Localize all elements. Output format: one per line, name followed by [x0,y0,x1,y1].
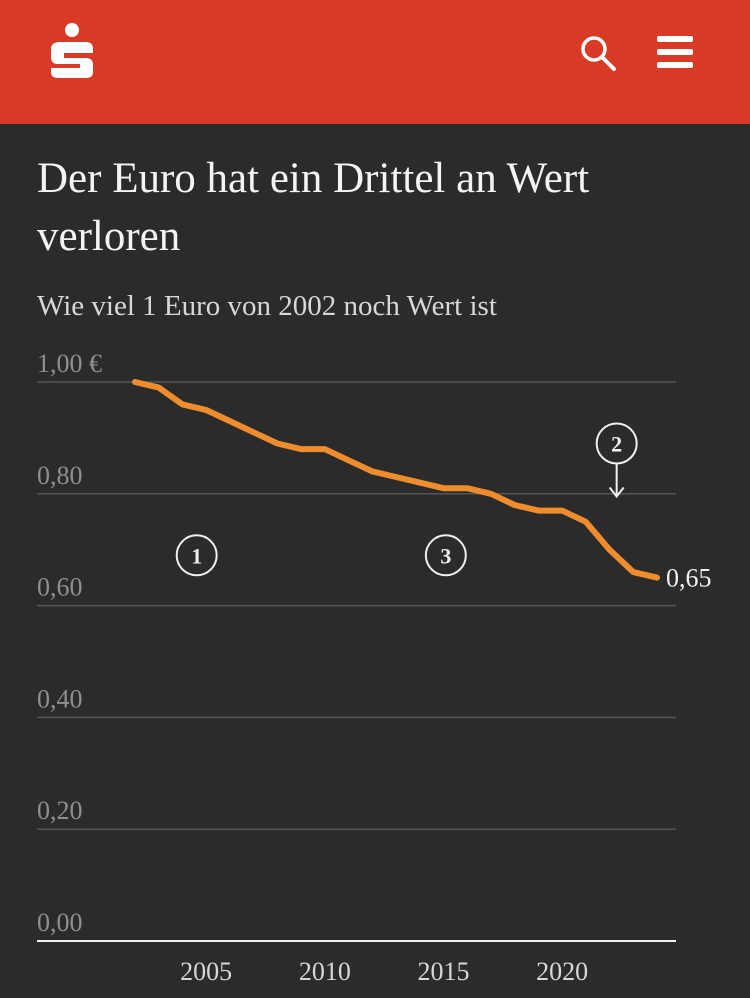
data-point [559,508,565,514]
y-tick-label: 0,60 [37,573,83,602]
data-point [583,519,589,525]
data-point [488,491,494,497]
top-navigation-bar [0,0,750,124]
annotation-number: 2 [611,431,622,456]
data-point [535,508,541,514]
y-tick-label: 0,20 [37,796,83,825]
data-point [369,468,375,474]
chart-title: Der Euro hat ein Drittel an Wert verlore… [37,155,590,260]
y-tick-label: 0,00 [37,908,83,937]
chart-subtitle: Wie viel 1 Euro von 2002 noch Wert ist [37,290,497,322]
data-point [393,474,399,480]
data-point [346,457,352,463]
data-point [298,446,304,452]
sparkasse-s-logo[interactable] [50,22,94,78]
series-line [132,379,660,581]
annotation-arrow-head [608,486,625,499]
line-chart: 1,00 € 0,80 0,60 0,40 0,20 0,00 2005 2010 2015 2… [37,349,712,986]
x-tick-label: 2005 [180,957,232,986]
data-point [654,575,660,581]
annotation-number: 1 [191,543,202,568]
y-tick-label: 0,40 [37,684,83,713]
data-point [251,429,257,435]
x-tick-label: 2020 [536,957,588,986]
annotation-number: 3 [440,543,451,568]
data-point [630,569,636,575]
data-point [464,485,470,491]
annotation-marker[interactable]: 3 [424,534,467,577]
x-tick-label: 2010 [299,957,351,986]
y-tick-label: 1,00 € [37,349,102,378]
end-value-label: 0,65 [666,564,712,593]
annotation-marker[interactable]: 2 [595,422,638,499]
hamburger-menu-icon[interactable] [655,33,695,73]
data-point [322,446,328,452]
data-point [132,379,138,385]
x-tick-label: 2015 [417,957,469,986]
search-icon[interactable] [578,33,618,73]
annotation-marker[interactable]: 1 [175,534,218,577]
data-point [607,547,613,553]
annotation-circle [175,534,218,577]
annotation-circle [424,534,467,577]
data-point [417,480,423,486]
data-point [274,440,280,446]
data-point [512,502,518,508]
data-point [156,385,162,391]
data-point [227,418,233,424]
data-point [440,485,446,491]
data-point [179,401,185,407]
data-point [203,407,209,413]
y-tick-label: 0,80 [37,461,83,490]
